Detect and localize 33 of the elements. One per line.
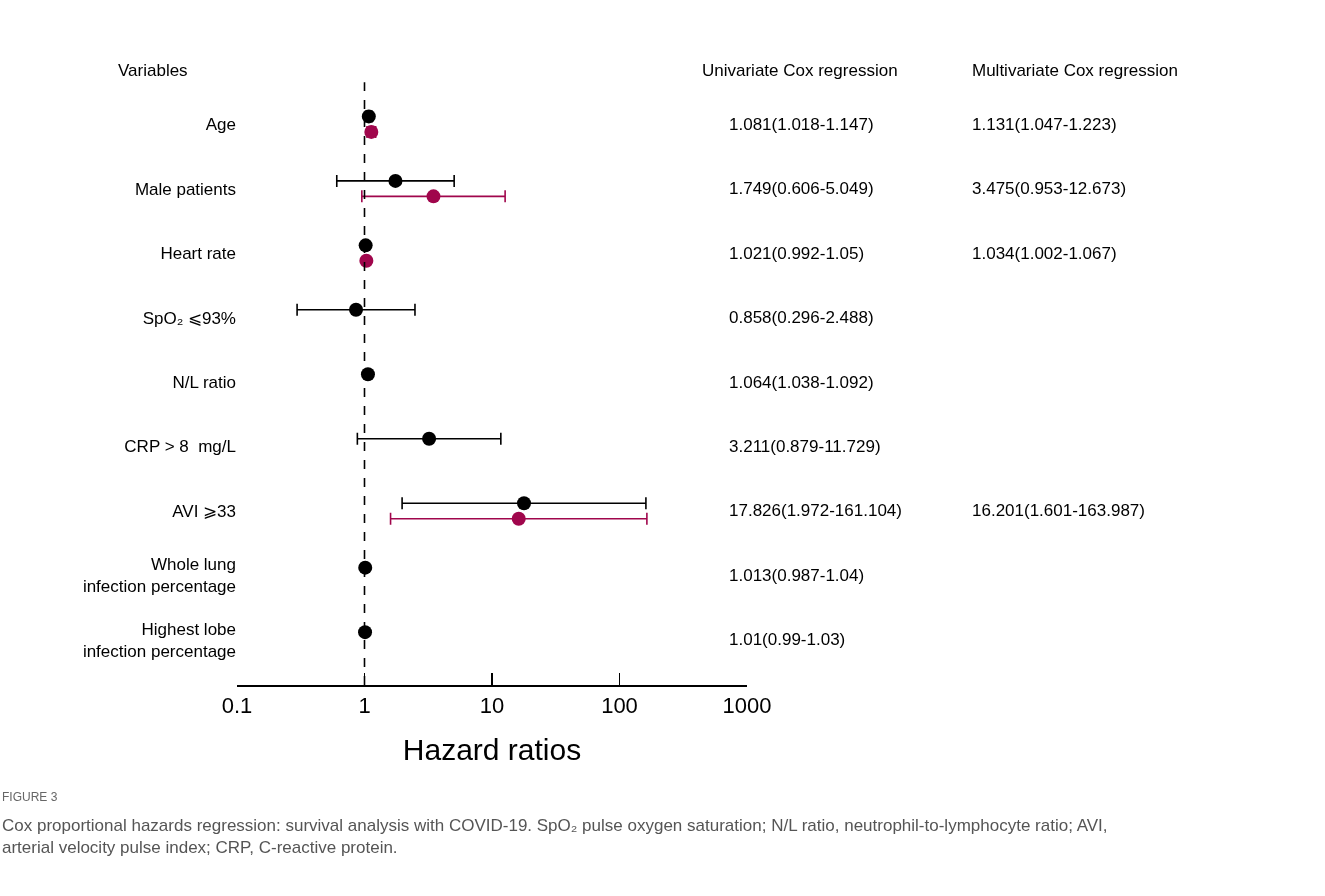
text: 16.201(1.601-163.987) [972,501,1145,520]
y-tick-label: AVI ⩾33 [172,501,236,521]
annotation: 1.064(1.038-1.092) [729,373,874,392]
annotation: 3.211(0.879-11.729) [729,437,881,456]
y-tick-label: CRP > 8 mg/L [124,437,236,457]
annotation: 17.826(1.972-161.104) [729,501,902,520]
annotation: 0.858(0.296-2.488) [729,308,874,327]
text: 1.131(1.047-1.223) [972,115,1117,134]
y-tick-label: Highest lobe infection percentage [82,619,236,661]
y-tick-label: Male patients [134,179,236,199]
annotation: 1.01(0.99-1.03) [729,630,846,649]
text: Univariate Cox regression [702,61,898,80]
y-tick-label: Whole lung infection percentage [82,555,236,597]
y-tick-label: N/L ratio [172,372,236,392]
annotation: 1.749(0.606-5.049) [729,179,874,198]
x-tick-label: 1000 [722,693,772,718]
text: 1.034(1.002-1.067) [972,244,1117,263]
text: Cox proportional hazards regression: survival analysis with COVID-19. SpO₂ pulse oxygen saturation; N/L ratio, neutrophil-to-lymphocyte ratio; AVI, arterial velocity pulse index; CRP, C-reactive protein. [2,816,1108,858]
x-tick-label: 10 [479,693,505,718]
annotation: 1.081(1.018-1.147) [729,115,874,134]
x-tick-label: 1 [358,693,371,718]
y-tick-label: Age [205,115,236,135]
y-axis-title: Variables [118,61,188,80]
y-tick-label: Heart rate [160,244,236,264]
x-tick-label: 0.1 [221,693,253,718]
text: Multivariate Cox regression [972,61,1178,80]
annotation: 1.021(0.992-1.05) [729,244,865,263]
y-tick-label: SpO₂ ⩽93% [142,308,236,328]
x-axis-title: Hazard ratios [402,733,582,767]
caption: FIGURE 3 [2,790,58,804]
x-tick-label: 100 [601,693,638,718]
annotation: 1.013(0.987-1.04) [729,566,865,585]
text: 3.475(0.953-12.673) [972,179,1127,198]
